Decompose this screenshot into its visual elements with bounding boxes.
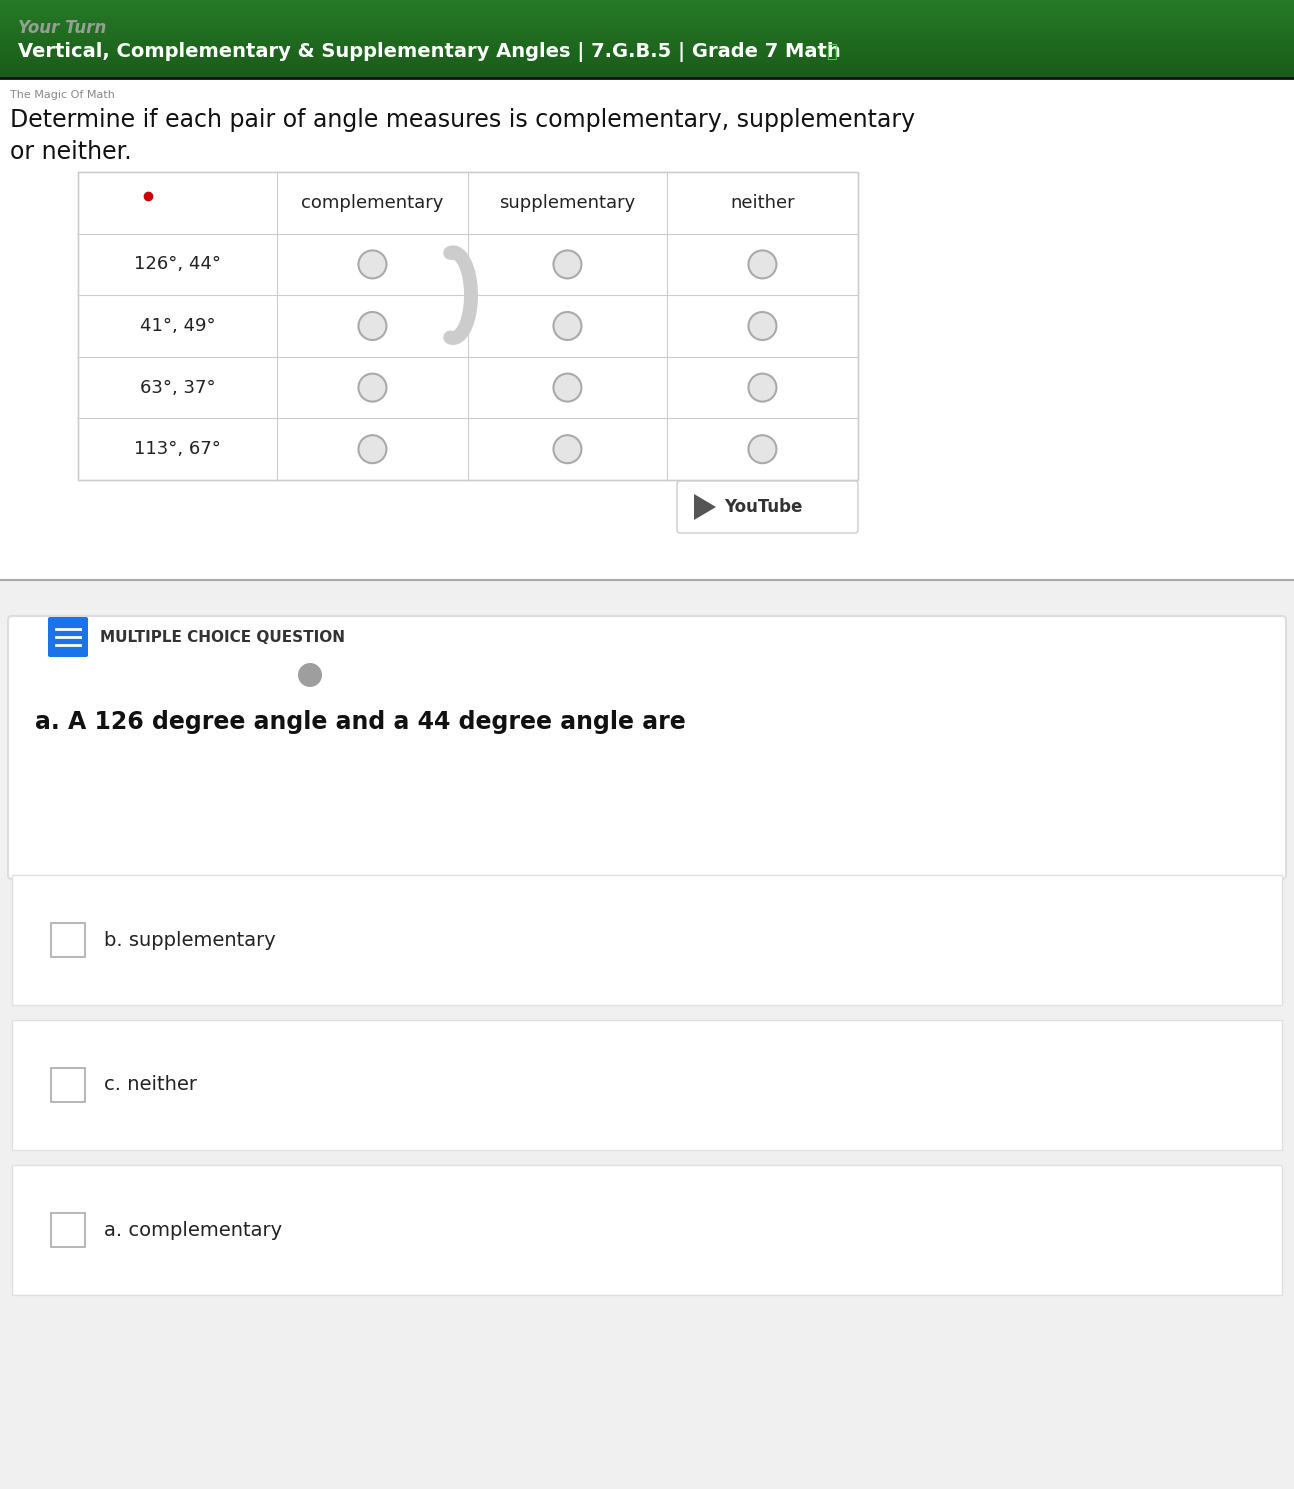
Text: a. A 126 degree angle and a 44 degree angle are: a. A 126 degree angle and a 44 degree an… bbox=[35, 710, 686, 734]
Text: 63°, 37°: 63°, 37° bbox=[140, 378, 215, 396]
Text: c. neither: c. neither bbox=[104, 1075, 197, 1094]
FancyBboxPatch shape bbox=[12, 1164, 1282, 1295]
FancyBboxPatch shape bbox=[12, 876, 1282, 1005]
Text: complementary: complementary bbox=[302, 194, 444, 211]
Text: Your Turn: Your Turn bbox=[18, 19, 106, 37]
Polygon shape bbox=[694, 494, 716, 520]
Ellipse shape bbox=[554, 435, 581, 463]
FancyBboxPatch shape bbox=[677, 481, 858, 533]
Text: 126°, 44°: 126°, 44° bbox=[135, 256, 221, 274]
FancyBboxPatch shape bbox=[12, 1020, 1282, 1150]
Text: The Magic Of Math: The Magic Of Math bbox=[10, 89, 115, 100]
FancyBboxPatch shape bbox=[78, 173, 858, 479]
FancyBboxPatch shape bbox=[0, 581, 1294, 1489]
Ellipse shape bbox=[554, 374, 581, 402]
FancyBboxPatch shape bbox=[0, 0, 1294, 619]
Text: 41°, 49°: 41°, 49° bbox=[140, 317, 215, 335]
Text: Determine if each pair of angle measures is complementary, supplementary
or neit: Determine if each pair of angle measures… bbox=[10, 109, 915, 164]
Text: YouTube: YouTube bbox=[725, 497, 802, 517]
Text: b. supplementary: b. supplementary bbox=[104, 931, 276, 950]
Text: 113°, 67°: 113°, 67° bbox=[135, 441, 221, 459]
Ellipse shape bbox=[358, 374, 387, 402]
FancyBboxPatch shape bbox=[50, 1068, 85, 1102]
Text: supplementary: supplementary bbox=[499, 194, 635, 211]
Ellipse shape bbox=[358, 250, 387, 278]
Ellipse shape bbox=[748, 435, 776, 463]
Text: a. complementary: a. complementary bbox=[104, 1221, 282, 1239]
FancyBboxPatch shape bbox=[48, 616, 88, 657]
Ellipse shape bbox=[554, 313, 581, 339]
Ellipse shape bbox=[748, 250, 776, 278]
Ellipse shape bbox=[554, 250, 581, 278]
Ellipse shape bbox=[358, 313, 387, 339]
FancyBboxPatch shape bbox=[8, 616, 1286, 879]
Text: Vertical, Complementary & Supplementary Angles | 7.G.B.5 | Grade 7 Math: Vertical, Complementary & Supplementary … bbox=[18, 42, 841, 63]
Text: neither: neither bbox=[730, 194, 795, 211]
Ellipse shape bbox=[358, 435, 387, 463]
FancyBboxPatch shape bbox=[50, 923, 85, 957]
FancyBboxPatch shape bbox=[50, 1214, 85, 1246]
Ellipse shape bbox=[748, 313, 776, 339]
Ellipse shape bbox=[748, 374, 776, 402]
Text: MULTIPLE CHOICE QUESTION: MULTIPLE CHOICE QUESTION bbox=[100, 630, 345, 645]
Text: 💚: 💚 bbox=[826, 43, 837, 61]
Ellipse shape bbox=[298, 663, 322, 686]
